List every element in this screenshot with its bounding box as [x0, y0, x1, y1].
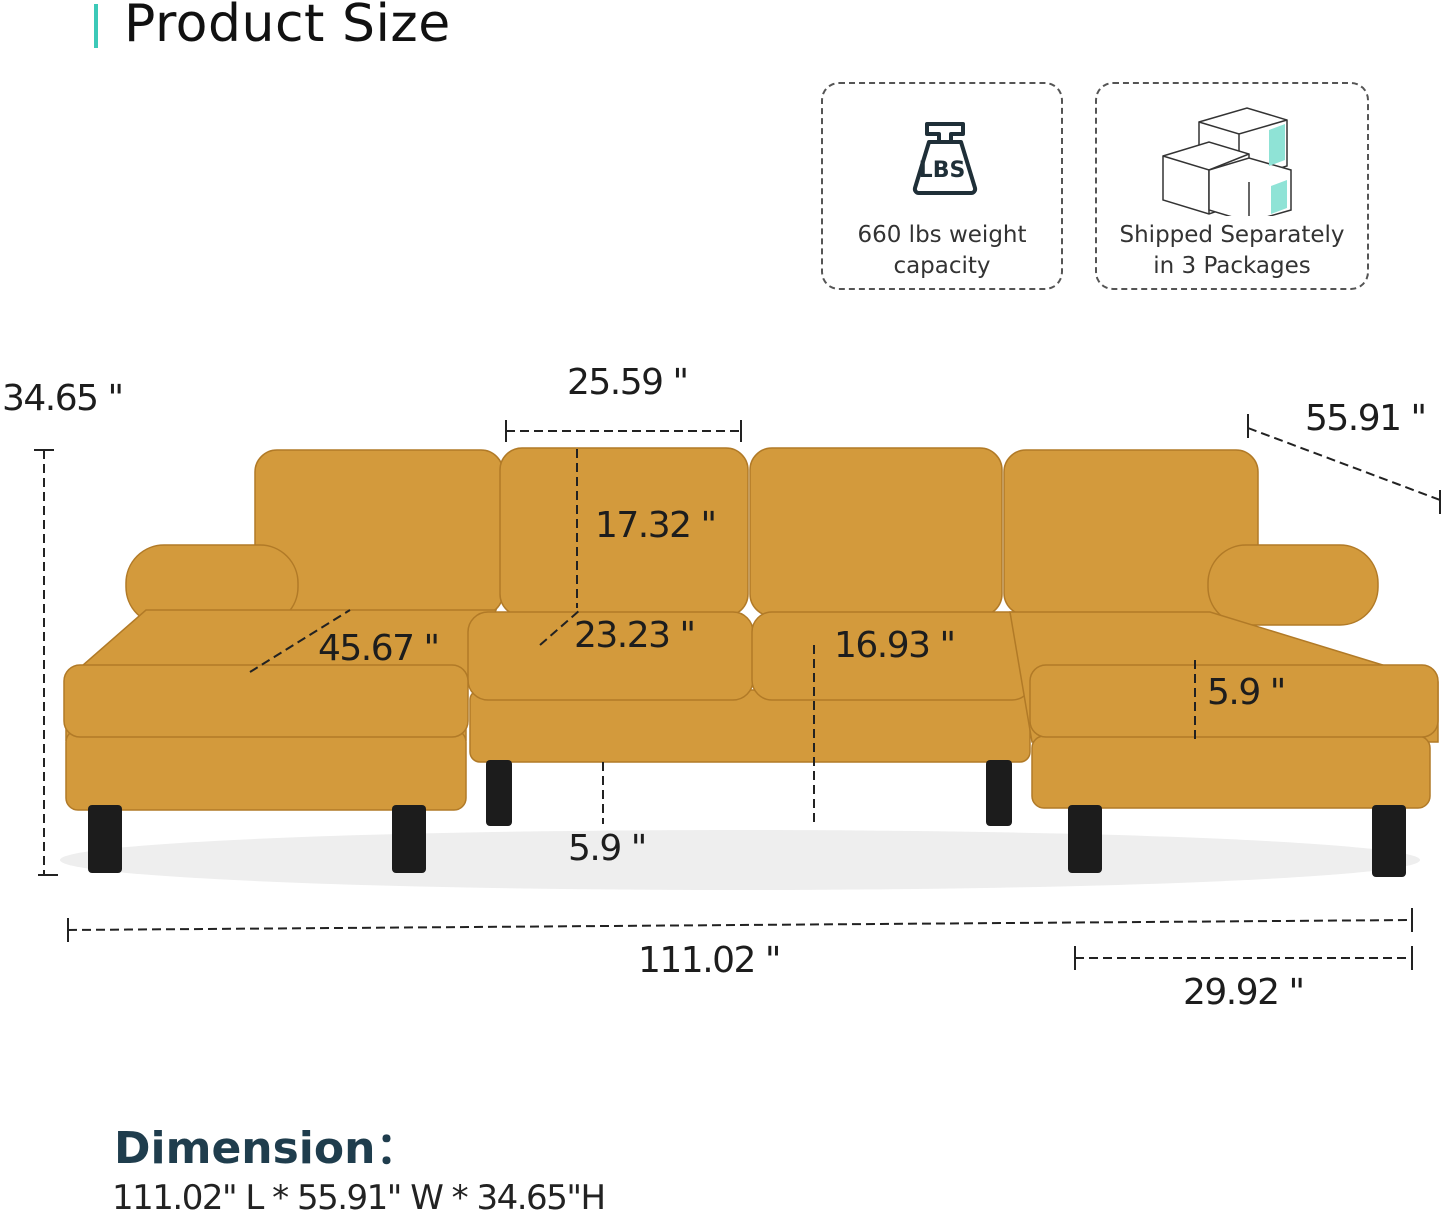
seat-depth-label: 23.23 " — [574, 615, 696, 656]
shipping-badge: Shipped Separately in 3 Packages — [1095, 82, 1369, 290]
weight-capacity-text: 660 lbs weight capacity — [823, 220, 1061, 282]
height-total-label: 34.65 " — [2, 378, 124, 419]
sofa-illustration — [60, 447, 1439, 890]
back-height-label: 17.32 " — [595, 505, 717, 546]
weight-lbs-icon — [912, 122, 978, 195]
dimension-summary: 111.02" L * 55.91" W * 34.65"H — [112, 1178, 606, 1218]
badge-line: Shipped Separately — [1119, 222, 1345, 248]
packages-icon — [1162, 107, 1292, 216]
chaise-width-label: 29.92 " — [1183, 972, 1305, 1013]
weight-icon-text: LBS — [918, 158, 966, 183]
page-title: Product Size — [124, 0, 451, 54]
dimension-heading: Dimension： — [114, 1123, 420, 1174]
badge-line: in 3 Packages — [1153, 253, 1311, 279]
shipping-text: Shipped Separately in 3 Packages — [1097, 220, 1367, 282]
seat-height-label: 16.93 " — [834, 625, 956, 666]
chaise-length-label: 45.67 " — [318, 628, 440, 669]
cushion-width-label: 25.59 " — [567, 362, 689, 403]
dimension-lines — [34, 414, 1441, 970]
leg-height-label: 5.9 " — [568, 828, 647, 869]
length-total-label: 111.02 " — [638, 940, 781, 981]
title-accent-bar — [94, 4, 98, 48]
sofa-legs — [88, 760, 1406, 877]
cushion-thickness-label: 5.9 " — [1207, 672, 1286, 713]
badge-line: 660 lbs weight — [857, 222, 1027, 248]
weight-capacity-badge: LBS 660 lbs weight capacity — [821, 82, 1063, 290]
depth-total-label: 55.91 " — [1305, 398, 1427, 439]
badge-line: capacity — [893, 253, 991, 279]
